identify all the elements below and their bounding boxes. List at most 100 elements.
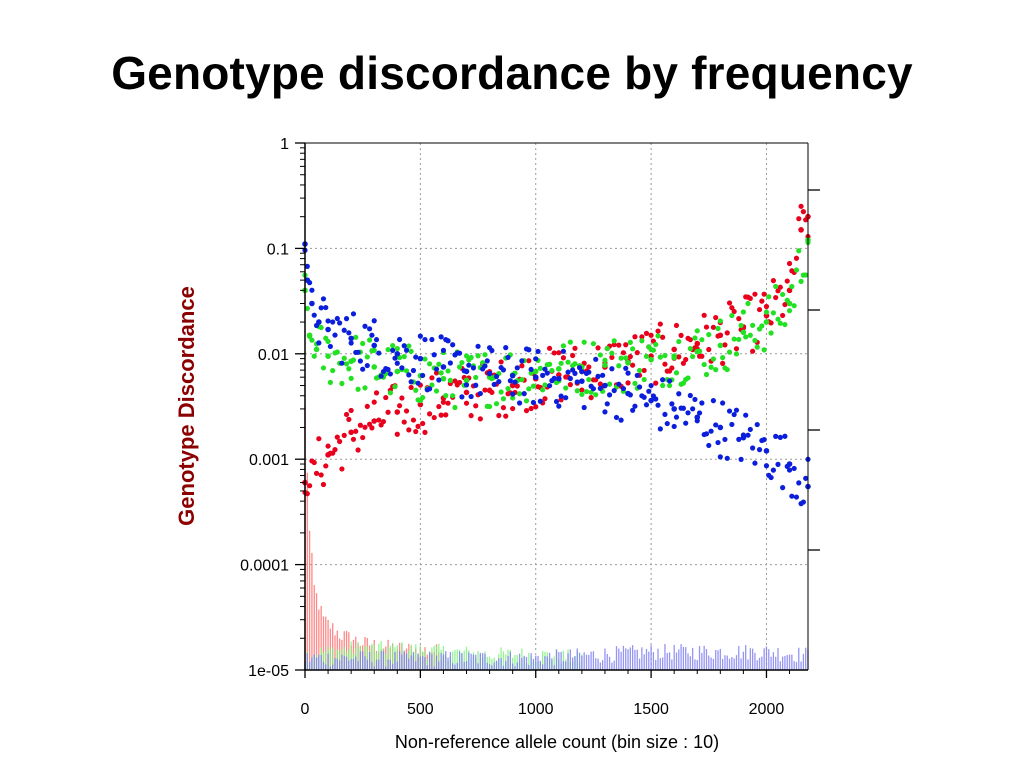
- scatter-point: [392, 355, 398, 361]
- scatter-point: [341, 327, 347, 333]
- scatter-point: [720, 355, 726, 361]
- scatter-point: [493, 401, 500, 407]
- scatter-point: [403, 347, 410, 353]
- scatter-point: [477, 416, 483, 422]
- scatter-point: [394, 360, 400, 366]
- scatter-point: [671, 406, 677, 412]
- scatter-point: [445, 368, 451, 374]
- scatter-point: [406, 343, 412, 349]
- scatter-point: [717, 332, 724, 339]
- scatter-point: [376, 417, 382, 423]
- scatter-point: [325, 338, 331, 345]
- scatter-point: [673, 370, 680, 376]
- scatter-point: [408, 379, 414, 385]
- scatter-point: [669, 365, 675, 371]
- scatter-point: [367, 337, 373, 343]
- scatter-point: [447, 377, 453, 383]
- scatter-point: [348, 340, 354, 346]
- scatter-point: [360, 434, 366, 441]
- scatter-point: [632, 334, 638, 340]
- scatter-point: [590, 386, 597, 392]
- scatter-point: [685, 375, 691, 381]
- scatter-point: [636, 384, 643, 390]
- scatter-point: [768, 474, 774, 481]
- scatter-point: [643, 402, 650, 408]
- scatter-point: [401, 354, 407, 360]
- scatter-point: [597, 385, 603, 391]
- scatter-point: [703, 324, 710, 330]
- scatter-point: [733, 351, 740, 357]
- scatter-point: [417, 333, 423, 339]
- scatter-point: [766, 294, 772, 300]
- scatter-point: [627, 354, 633, 360]
- scatter-point: [408, 384, 414, 391]
- scatter-point: [371, 364, 378, 370]
- scatter-point: [754, 344, 760, 350]
- scatter-point: [330, 367, 336, 374]
- scatter-point: [327, 379, 333, 386]
- scatter-point: [463, 389, 470, 396]
- scatter-point: [653, 341, 659, 348]
- scatter-point: [729, 312, 735, 319]
- scatter-point: [551, 375, 557, 381]
- scatter-point: [724, 366, 730, 373]
- scatter-point: [537, 398, 543, 404]
- scatter-point: [625, 360, 631, 366]
- scatter-point: [706, 442, 712, 449]
- scatter-point: [655, 333, 661, 339]
- scatter-point: [683, 356, 689, 363]
- scatter-point: [710, 356, 716, 362]
- x-tick-label: 2000: [749, 701, 785, 718]
- scatter-point: [459, 394, 465, 400]
- scatter-point: [655, 402, 661, 408]
- scatter-point: [470, 365, 477, 371]
- scatter-point: [325, 443, 331, 449]
- scatter-point: [602, 382, 608, 389]
- scatter-point: [662, 361, 668, 367]
- scatter-point: [505, 386, 511, 392]
- scatter-point: [786, 308, 793, 314]
- scatter-point: [736, 316, 742, 322]
- scatter-point: [791, 465, 797, 472]
- scatter-point: [786, 287, 793, 294]
- scatter-point: [355, 386, 361, 392]
- scatter-point: [362, 323, 368, 329]
- scatter-point: [549, 367, 555, 374]
- scatter-point: [304, 277, 311, 283]
- scatter-point: [343, 361, 350, 367]
- scatter-point: [796, 216, 802, 222]
- scatter-point: [630, 362, 636, 368]
- scatter-point: [602, 357, 608, 363]
- scatter-point: [660, 377, 666, 383]
- scatter-point: [710, 324, 716, 330]
- scatter-point: [620, 350, 627, 356]
- scatter-point: [641, 394, 647, 400]
- scatter-point: [528, 366, 534, 373]
- scatter-point: [371, 318, 377, 324]
- scatter-point: [533, 356, 539, 362]
- scatter-point: [699, 337, 705, 343]
- scatter-point: [304, 263, 310, 269]
- scatter-point: [763, 303, 770, 310]
- scatter-point: [343, 411, 350, 418]
- scatter-point: [463, 368, 470, 375]
- scatter-point: [475, 353, 481, 359]
- scatter-point: [793, 494, 800, 500]
- scatter-point: [593, 356, 599, 362]
- scatter-point: [325, 326, 331, 333]
- scatter-point: [436, 377, 442, 383]
- scatter-point: [426, 411, 433, 417]
- scatter-point: [346, 416, 352, 422]
- scatter-point: [373, 390, 380, 396]
- scatter-point: [713, 422, 719, 428]
- scatter-point: [657, 426, 663, 432]
- scatter-point: [346, 330, 352, 336]
- scatter-point: [373, 337, 380, 343]
- scatter-point: [496, 412, 502, 419]
- scatter-point: [793, 267, 800, 273]
- scatter-point: [653, 396, 659, 402]
- scatter-point: [609, 366, 615, 372]
- scatter-point: [403, 368, 410, 374]
- scatter-point: [516, 400, 523, 406]
- scatter-point: [782, 433, 788, 439]
